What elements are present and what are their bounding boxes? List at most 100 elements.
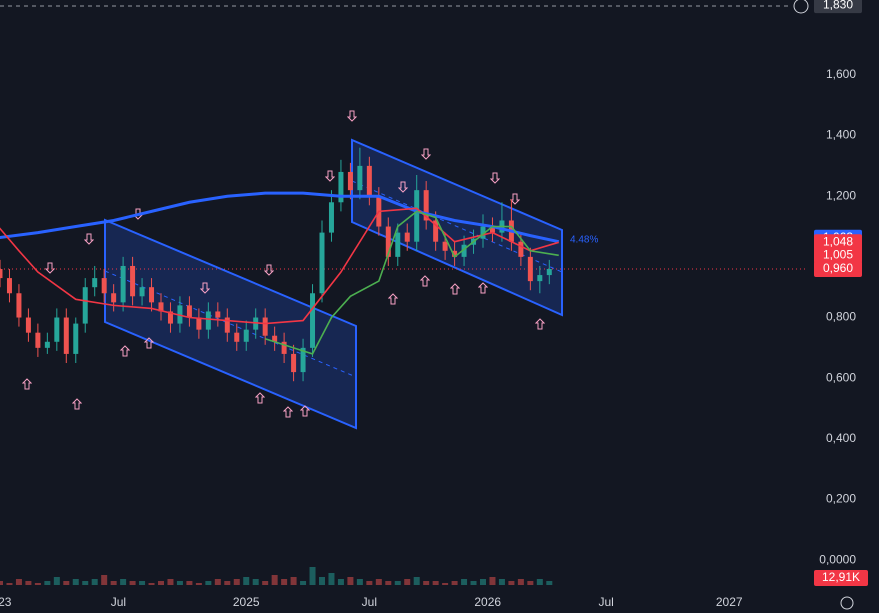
y-tick-label: 0,0000 <box>819 552 856 566</box>
x-tick-label: Jul <box>362 595 377 609</box>
volume-bar <box>517 579 524 585</box>
candle-body <box>442 241 448 251</box>
candle-body <box>111 293 117 303</box>
volume-bar <box>214 579 221 585</box>
channels <box>104 138 563 430</box>
volume-bar <box>44 581 51 585</box>
crosshair-button[interactable] <box>793 0 809 14</box>
candle-body <box>158 302 164 312</box>
volume-bar <box>309 567 316 585</box>
x-tick-label: 2025 <box>233 595 260 609</box>
candle-body <box>196 317 202 330</box>
volume-bar <box>72 579 79 585</box>
volume-bar <box>195 583 202 585</box>
x-tick-label: 2026 <box>474 595 501 609</box>
candle-body <box>25 317 31 333</box>
candle-body <box>139 287 145 297</box>
volume-bar <box>0 581 3 585</box>
candle-body <box>310 293 316 348</box>
volume-bar <box>271 575 278 585</box>
candle-body <box>16 293 22 318</box>
settings-button[interactable] <box>840 596 854 610</box>
candle-body <box>423 190 429 221</box>
volume-bar <box>110 581 117 585</box>
candle-body <box>537 275 543 282</box>
y-tick-label: 1,600 <box>826 67 856 81</box>
candle-body <box>92 278 98 288</box>
candle-body <box>0 268 3 279</box>
candle-body <box>480 226 486 239</box>
price-tag-box <box>814 0 862 14</box>
volume-bar <box>461 579 468 585</box>
candle-body <box>73 323 79 354</box>
candle-body <box>395 232 401 257</box>
candle-body <box>130 265 136 297</box>
volume-tag-label: 12,91K <box>822 570 860 584</box>
price-tag-box <box>814 234 862 251</box>
volume-bar <box>470 581 477 585</box>
volume-bar <box>224 581 231 585</box>
volume-bar <box>451 581 458 585</box>
x-tick-label: 23 <box>0 595 12 609</box>
candle-body <box>366 165 372 197</box>
ma-line <box>0 207 559 325</box>
price-tag: 1,830 <box>814 0 862 14</box>
candle-body <box>319 232 325 294</box>
candle-body <box>328 202 334 233</box>
volume-bar <box>101 575 108 585</box>
candle-body <box>54 317 60 342</box>
volume-bar <box>527 581 534 585</box>
volume-bar <box>536 579 543 585</box>
volume-bar <box>53 577 60 585</box>
volume-bar <box>442 583 449 585</box>
candle-body <box>489 226 495 233</box>
volume-bar <box>413 577 420 585</box>
price-tag-label: 0,960 <box>823 261 853 275</box>
volume-bar <box>262 581 269 585</box>
volume-bar <box>508 581 515 585</box>
price-tag-box <box>814 260 862 277</box>
volume-bar <box>120 579 127 585</box>
volume-bar <box>404 579 411 585</box>
volume-bar <box>129 581 136 585</box>
volume-bar <box>489 577 496 585</box>
candle-body <box>6 278 12 294</box>
volume-bar <box>356 579 363 585</box>
volume-bar <box>252 579 259 585</box>
candle-body <box>44 341 50 348</box>
volume-bar <box>300 581 307 585</box>
price-tag-box <box>814 247 862 264</box>
y-tick-label: 0,400 <box>826 431 856 445</box>
volume-bar <box>432 581 439 585</box>
volume-bar <box>281 579 288 585</box>
volume-bar <box>34 583 41 585</box>
price-tag: 0,960 <box>814 260 862 277</box>
candle-body <box>243 329 249 342</box>
candle-body <box>404 232 410 242</box>
candle-body <box>546 268 552 276</box>
volume-bar <box>167 579 174 585</box>
volume-bar <box>423 581 430 585</box>
volume-bar <box>498 579 505 585</box>
ma-line <box>264 210 559 355</box>
price-tag-label: 1,005 <box>823 248 853 262</box>
volume-bar <box>375 579 382 585</box>
candle-body <box>215 311 221 318</box>
candle-body <box>347 171 353 191</box>
candle-body <box>291 353 297 373</box>
candle-body <box>149 287 155 303</box>
y-tick-label: 0,600 <box>826 370 856 384</box>
candle-body <box>186 305 192 318</box>
y-tick-label: 0,800 <box>826 310 856 324</box>
candle-body <box>433 220 439 242</box>
y-tick-label: 0,200 <box>826 492 856 506</box>
volume-bar <box>347 577 354 585</box>
volume-bar <box>546 581 553 585</box>
volume-bar <box>158 581 164 585</box>
ma-line <box>0 191 560 244</box>
candle-body <box>281 341 287 354</box>
y-tick-label: 1,400 <box>826 128 856 142</box>
volume-bar <box>176 581 183 585</box>
price-tag-label: 1,830 <box>823 0 853 11</box>
